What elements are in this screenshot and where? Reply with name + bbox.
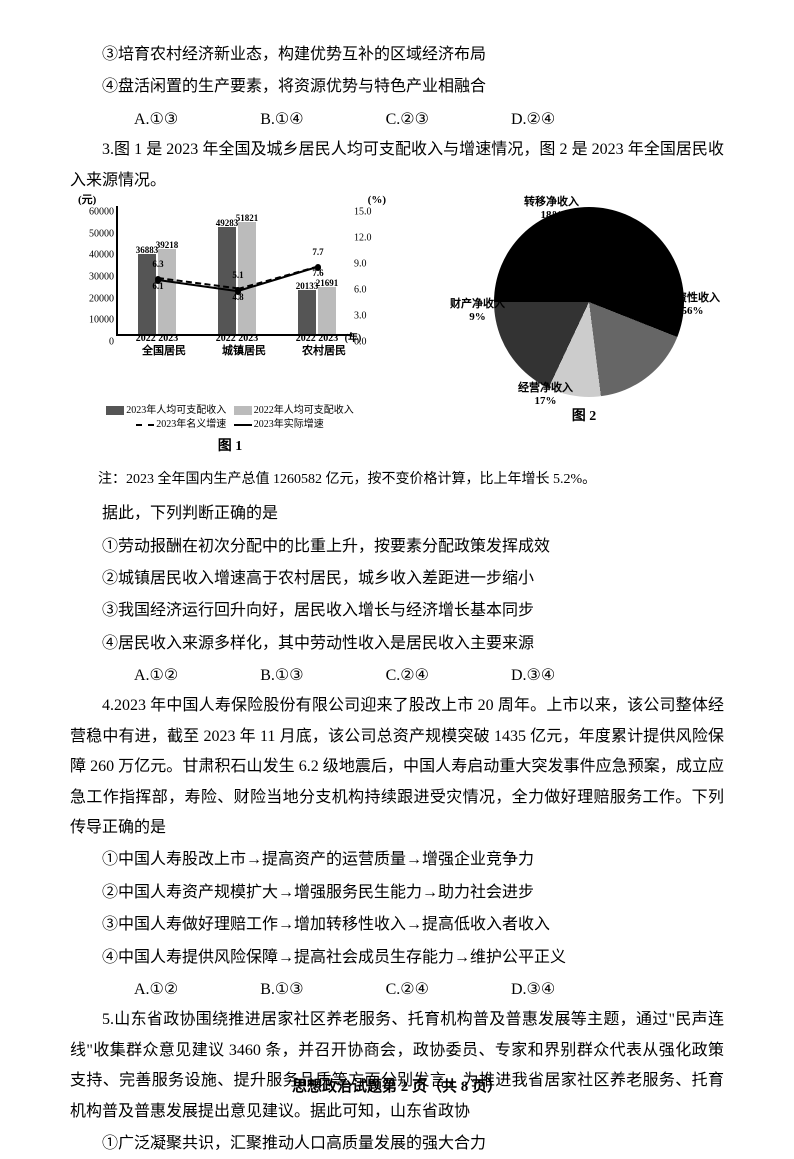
q3-options: A.①② B.①③ C.②④ D.③④ (70, 661, 724, 691)
q2-optB[interactable]: B.①④ (228, 105, 303, 135)
pie-lbl-wages: 工资性收入56% (665, 292, 720, 318)
q3-s1: ①劳动报酬在初次分配中的比重上升，按要素分配政策发挥成效 (70, 532, 724, 562)
q5-s1: ①广泛凝聚共识，汇聚推动人口高质量发展的强大合力 (70, 1129, 724, 1159)
q2-optA[interactable]: A.①③ (102, 105, 178, 135)
q4-optB[interactable]: B.①③ (228, 975, 303, 1005)
legend-b: 2022年人均可支配收入 (254, 405, 354, 416)
q5-intro: 5.山东省政协围绕推进居家社区养老服务、托育机构普及普惠发展等主题，通过"民声连… (70, 1005, 724, 1127)
q4-optD[interactable]: D.③④ (479, 975, 555, 1005)
q3-intro: 3.图 1 是 2023 年全国及城乡居民人均可支配收入与增速情况，图 2 是 … (70, 135, 724, 196)
q3-optB[interactable]: B.①③ (228, 661, 303, 691)
chart1: (元) (%) 36883392184928351821201332169120… (70, 202, 390, 461)
q3-s3: ③我国经济运行回升向好，居民收入增长与经济增长基本同步 (70, 596, 724, 626)
page-footer: 思想政治试题第 2 页（共 8 页） (0, 1073, 794, 1102)
q4-optA[interactable]: A.①② (102, 975, 178, 1005)
chart2-caption: 图 2 (572, 404, 597, 431)
pie-lbl-biz: 经营净收入17% (518, 382, 573, 408)
q4-s2: ②中国人寿资产规模扩大→增强服务民生能力→助力社会进步 (70, 878, 724, 908)
q3-s4: ④居民收入来源多样化，其中劳动性收入是居民收入主要来源 (70, 629, 724, 659)
q4-intro: 4.2023 年中国人寿保险股份有限公司迎来了股改上市 20 周年。上市以来，该… (70, 691, 724, 843)
q4-options: A.①② B.①③ C.②④ D.③④ (70, 975, 724, 1005)
q3-ask: 据此，下列判断正确的是 (70, 499, 724, 529)
pie-lbl-trans: 转移净收入18% (524, 196, 579, 222)
q3-s2: ②城镇居民收入增速高于农村居民，城乡收入差距进一步缩小 (70, 564, 724, 594)
legend-c: 2023年名义增速 (156, 419, 226, 430)
q4-optC[interactable]: C.②④ (354, 975, 429, 1005)
q3-optA[interactable]: A.①② (102, 661, 178, 691)
q2-optD[interactable]: D.②④ (479, 105, 555, 135)
q2-item4: ④盘活闲置的生产要素，将资源优势与特色产业相融合 (70, 72, 724, 102)
pie-lbl-prop: 财产净收入9% (450, 298, 505, 324)
chart2: 工资性收入56% 经营净收入17% 财产净收入9% 转移净收入18% 图 2 (444, 202, 724, 431)
q4-s1: ①中国人寿股改上市→提高资产的运营质量→增强企业竞争力 (70, 845, 724, 875)
q4-s4: ④中国人寿提供风险保障→提高社会成员生存能力→维护公平正义 (70, 943, 724, 973)
q3-optD[interactable]: D.③④ (479, 661, 555, 691)
q2-options: A.①③ B.①④ C.②③ D.②④ (70, 105, 724, 135)
charts-row: (元) (%) 36883392184928351821201332169120… (70, 202, 724, 461)
legend-a: 2023年人均可支配收入 (126, 405, 226, 416)
chart1-legend: 2023年人均可支配收入 2022年人均可支配收入 2023年名义增速 2023… (70, 404, 390, 432)
q3-note: 注：2023 全年国内生产总值 1260582 亿元，按不变价格计算，比上年增长… (70, 467, 724, 494)
q2-optC[interactable]: C.②③ (354, 105, 429, 135)
chart1-caption: 图 1 (70, 434, 390, 461)
q3-optC[interactable]: C.②④ (354, 661, 429, 691)
legend-d: 2023年实际增速 (254, 419, 324, 430)
q2-item3: ③培育农村经济新业态，构建优势互补的区域经济布局 (70, 40, 724, 70)
q4-s3: ③中国人寿做好理赔工作→增加转移性收入→提高低收入者收入 (70, 910, 724, 940)
